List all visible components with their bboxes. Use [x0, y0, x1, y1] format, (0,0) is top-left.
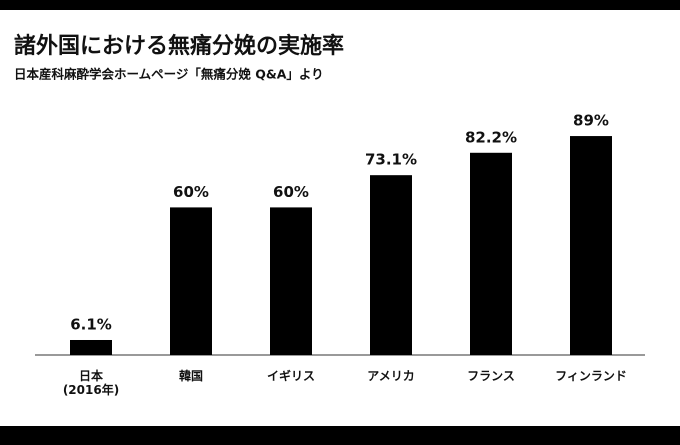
bar — [270, 207, 312, 355]
top-border — [0, 0, 680, 10]
chart-title: 諸外国における無痛分娩の実施率 — [14, 33, 344, 59]
x-tick-label: 日本 (2016年) — [62, 369, 120, 397]
bar — [370, 175, 412, 355]
x-tick-label: アメリカ — [367, 369, 415, 383]
bar — [570, 136, 612, 355]
chart-subtitle: 日本産科麻酔学会ホームページ「無痛分娩 Q&A」より — [14, 67, 324, 82]
value-label: 6.1% — [70, 315, 112, 333]
x-tick-label: 韓国 — [178, 369, 203, 383]
bar — [170, 207, 212, 355]
value-label: 60% — [273, 183, 309, 201]
x-tick-label: フィンランド — [555, 369, 627, 383]
value-label: 82.2% — [465, 128, 517, 146]
x-tick-label: フランス — [467, 369, 515, 383]
bar — [70, 339, 112, 355]
bottom-border — [0, 426, 680, 445]
x-tick-label: イギリス — [266, 369, 315, 383]
bar — [470, 152, 512, 355]
value-label: 60% — [173, 183, 209, 201]
value-label: 73.1% — [365, 151, 417, 169]
value-label: 89% — [573, 112, 609, 130]
